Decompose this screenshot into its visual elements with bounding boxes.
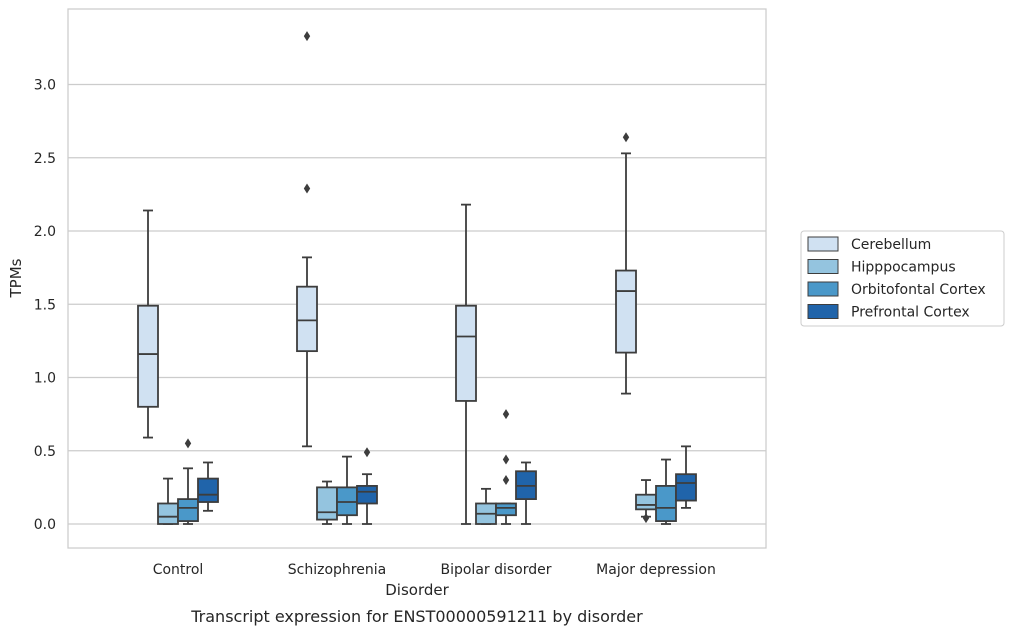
box-body xyxy=(356,485,378,505)
outlier-point xyxy=(502,475,510,486)
chart-caption: Transcript expression for ENST0000059121… xyxy=(190,607,643,626)
plot-frame xyxy=(67,8,767,549)
box-body xyxy=(157,502,179,525)
box-orbitofontal-cortex xyxy=(177,438,199,525)
box-body xyxy=(137,304,159,408)
x-tick-label: Schizophrenia xyxy=(288,562,386,578)
y-tick-label: 1.5 xyxy=(34,297,56,313)
box-hipppocampus xyxy=(316,480,338,525)
x-tick-label: Bipolar disorder xyxy=(440,562,551,578)
box-body xyxy=(495,502,517,517)
box-body xyxy=(615,269,637,354)
legend-swatch xyxy=(807,259,839,274)
box-body xyxy=(296,285,318,353)
box-cerebellum xyxy=(615,132,637,395)
outlier-point xyxy=(642,513,650,524)
legend-label: Orbitofontal Cortex xyxy=(851,282,986,298)
box-hipppocampus xyxy=(475,487,497,525)
legend-swatch xyxy=(807,304,839,319)
legend: Cerebellum Hipppocampus Orbitofontal Corte… xyxy=(800,230,1005,327)
outlier-point xyxy=(303,183,311,194)
x-tick-label: Control xyxy=(153,562,204,578)
box-prefrontal-cortex xyxy=(515,461,537,525)
y-tick-labels: 0.0 0.5 1.0 1.5 2.0 2.5 3.0 xyxy=(34,78,56,534)
legend-frame xyxy=(800,230,1005,327)
outlier-point xyxy=(502,454,510,465)
outlier-point xyxy=(622,132,630,143)
box-prefrontal-cortex xyxy=(675,445,697,509)
box-prefrontal-cortex xyxy=(356,447,378,525)
y-tick-label: 0.5 xyxy=(34,444,56,460)
legend-label: Hipppocampus xyxy=(851,260,956,276)
outlier-point xyxy=(502,409,510,420)
box-orbitofontal-cortex xyxy=(336,455,358,525)
legend-swatch xyxy=(807,281,839,297)
box-orbitofontal-cortex xyxy=(655,458,677,525)
box-prefrontal-cortex xyxy=(197,461,219,512)
box-cerebellum xyxy=(296,31,318,448)
outlier-point xyxy=(184,438,192,449)
gridlines xyxy=(68,83,766,525)
box-hipppocampus xyxy=(157,477,179,525)
box-body xyxy=(316,486,338,521)
x-axis-label: Disorder xyxy=(385,581,449,599)
box-body xyxy=(455,304,477,402)
y-tick-label: 1.0 xyxy=(34,371,56,387)
legend-label: Cerebellum xyxy=(851,237,931,253)
box-cerebellum xyxy=(137,209,159,439)
legend-label: Prefrontal Cortex xyxy=(851,305,970,321)
x-tick-label: Major depression xyxy=(596,562,716,578)
box-cerebellum xyxy=(455,203,477,525)
box-series xyxy=(137,31,697,525)
box-body xyxy=(635,493,657,511)
y-tick-label: 0.0 xyxy=(34,517,56,533)
box-orbitofontal-cortex xyxy=(495,409,517,525)
box-body xyxy=(177,498,199,522)
y-tick-label: 2.0 xyxy=(34,224,56,240)
y-axis-label: TPMs xyxy=(7,258,25,298)
box-body xyxy=(197,477,219,503)
outlier-point xyxy=(303,31,311,42)
box-body xyxy=(675,473,697,502)
y-tick-label: 3.0 xyxy=(34,78,56,94)
box-hipppocampus xyxy=(635,479,657,524)
box-body xyxy=(655,485,677,522)
y-tick-label: 2.5 xyxy=(34,151,56,167)
x-tick-labels: Control Schizophrenia Bipolar disorder Majo… xyxy=(153,562,716,578)
outlier-point xyxy=(363,447,371,458)
legend-swatch xyxy=(807,236,839,252)
